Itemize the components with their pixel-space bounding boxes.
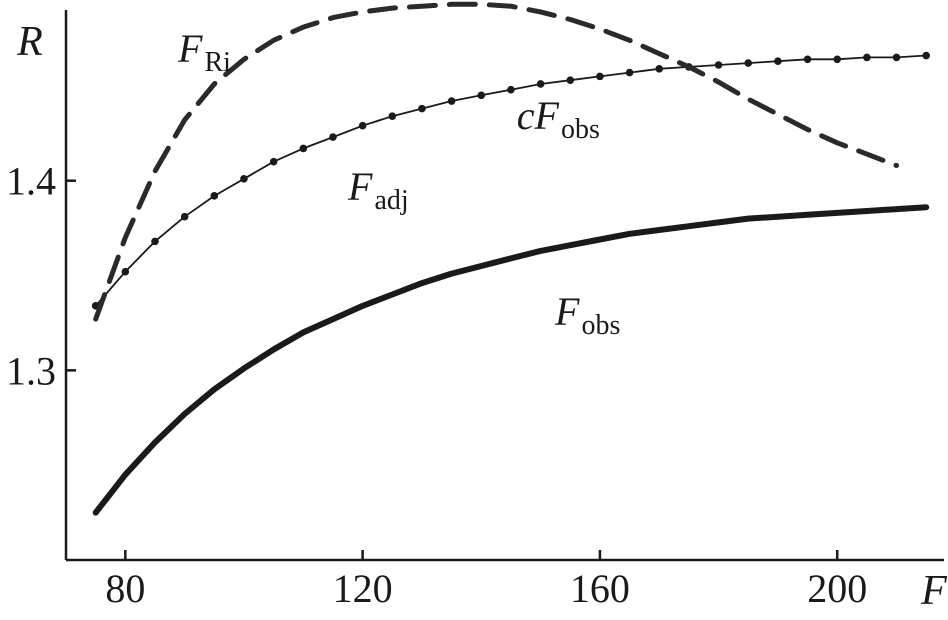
label-subscript: adj [374,185,408,216]
data-point [507,85,515,94]
y-tick-label: 1.3 [6,348,56,393]
data-point [833,55,842,64]
series-layer [91,1,931,516]
data-point [536,80,545,88]
data-point [566,76,575,84]
data-point [388,112,397,121]
label-subscript: Ri [204,47,231,78]
data-point [774,57,782,66]
data-point [625,68,634,77]
data-point [922,51,931,60]
data-point [210,192,219,200]
x-tick-label: 80 [105,566,145,611]
series-line-f-obs [92,204,930,516]
label-prefix: c [517,93,535,138]
data-point [892,53,901,62]
data-point [180,212,189,221]
series-label-f-obs: Fobs [554,289,620,341]
label-subscript: obs [561,114,600,145]
axes: 80 120 160 200 1.3 1.4 F R [6,10,947,614]
label-main: F [177,26,203,71]
x-axis-title: F [920,568,947,614]
data-point [655,64,664,73]
label-subscript: obs [581,310,620,341]
data-point [358,121,367,130]
data-point [121,267,130,276]
data-point [240,174,248,183]
label-main: F [554,289,580,334]
data-point [863,53,871,62]
data-point [803,55,812,64]
data-point [299,144,308,153]
data-point [418,104,426,113]
x-tick-label: 120 [333,566,393,611]
data-point [329,133,337,141]
series-label-f-adj: Fadj [347,164,409,216]
data-point [151,237,159,246]
x-tick-label: 160 [570,566,630,611]
x-tick-label: 200 [807,566,867,611]
label-main: F [534,93,560,138]
data-point [269,157,278,166]
y-axis-title: R [16,19,43,65]
data-point [744,59,753,67]
annotation-cf-obs: cFobs [517,93,600,145]
data-point [714,61,723,69]
y-tick-label: 1.4 [6,159,56,204]
series-label-f-ri: FRi [177,26,231,78]
data-point [596,72,604,81]
data-point [447,97,456,105]
label-main: F [347,164,373,209]
data-point [477,91,486,100]
series-line-f-ri [93,1,899,322]
